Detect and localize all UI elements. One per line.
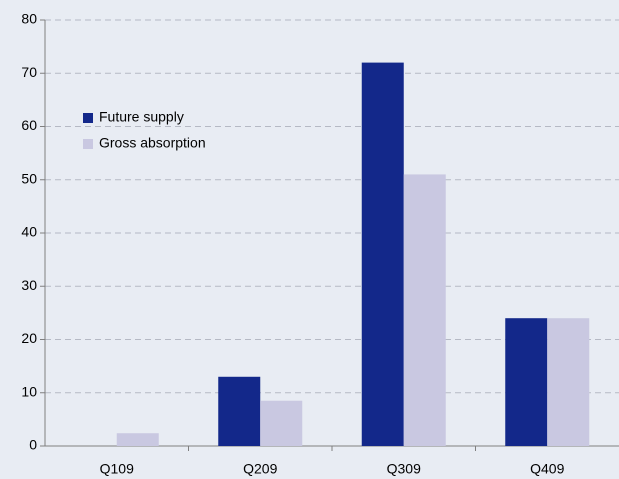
bar [547,318,590,446]
y-tick-label: 40 [21,224,37,240]
legend-swatch [83,139,93,149]
y-tick-label: 20 [21,330,37,346]
bar [116,433,159,446]
legend-swatch [83,113,93,123]
y-tick-label: 80 [21,11,37,27]
bar [260,400,303,446]
x-tick-label: Q309 [387,461,421,477]
legend-label: Future supply [99,109,184,125]
bar [403,174,446,447]
x-tick-label: Q409 [530,461,564,477]
bar [361,62,404,446]
legend-label: Gross absorption [99,135,206,151]
y-tick-label: 0 [29,437,37,453]
bar [218,376,261,446]
y-tick-label: 70 [21,64,37,80]
bar [505,318,548,446]
x-tick-label: Q209 [243,461,277,477]
y-tick-label: 50 [21,170,37,186]
y-tick-label: 30 [21,277,37,293]
x-tick-label: Q109 [100,461,134,477]
y-tick-label: 60 [21,117,37,133]
y-tick-label: 10 [21,383,37,399]
